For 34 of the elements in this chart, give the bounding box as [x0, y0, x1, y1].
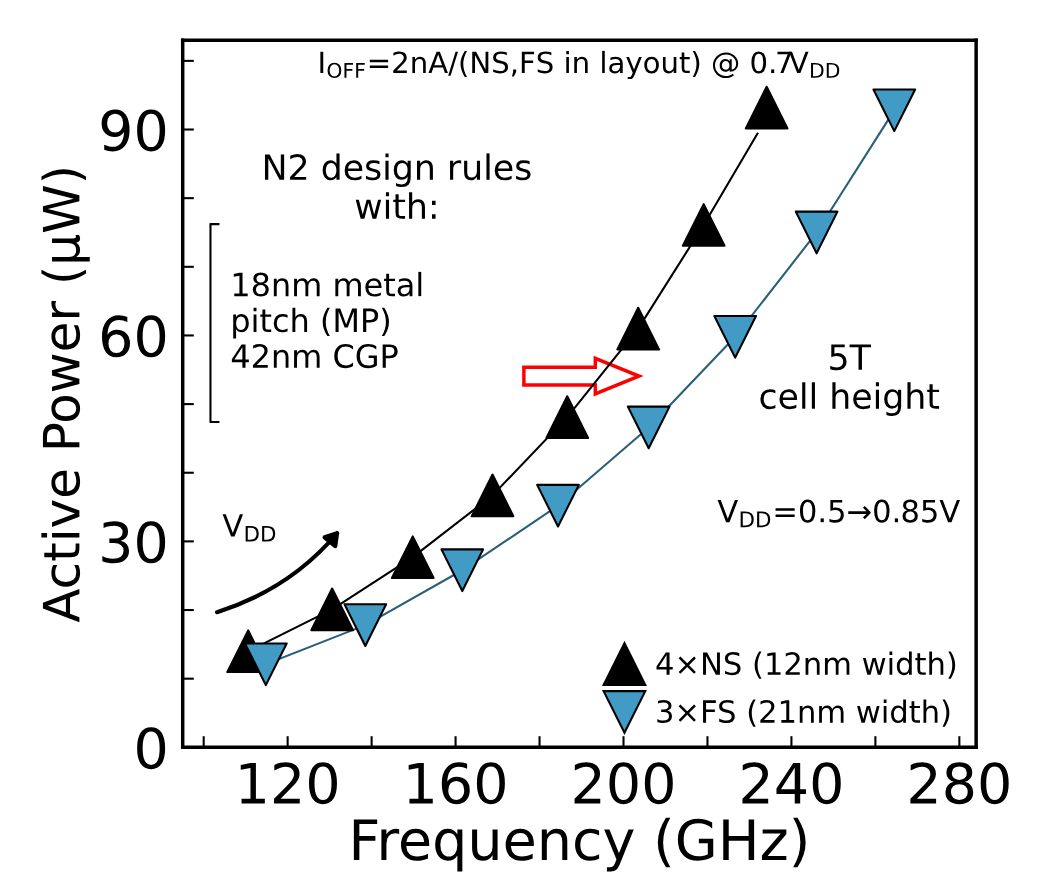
x-tick-label: 240 — [742, 762, 841, 805]
point — [390, 535, 435, 580]
x-tick-label: 120 — [240, 762, 337, 805]
legend-label: 3×FS (21nm width) — [657, 699, 950, 727]
point — [440, 548, 485, 593]
annotation: N2 design rules with: — [264, 153, 531, 219]
point — [310, 587, 355, 632]
annotation: V$_{DD}$=0.5→0.85V — [717, 499, 960, 528]
point — [616, 306, 661, 351]
x-tick-label: 160 — [408, 762, 505, 805]
point — [626, 405, 671, 450]
y-tick-label: 90 — [101, 109, 166, 152]
x-axis-title: Frequency (GHz) — [353, 817, 806, 872]
y-tick-label: 30 — [102, 521, 166, 564]
point — [872, 88, 917, 133]
point — [545, 395, 590, 440]
annotation: 5T cell height — [760, 344, 940, 416]
annotation: 18nm metal pitch (MP) 42nm CGP — [231, 271, 422, 369]
point — [243, 642, 288, 687]
point — [713, 314, 758, 359]
point — [744, 85, 789, 130]
point — [536, 483, 580, 528]
y-axis-title: Active Power (μW) — [41, 169, 90, 623]
x-tick-label: 200 — [574, 762, 673, 805]
legend-label: 4×NS (12nm width) — [656, 651, 956, 679]
annotation: I$_{OFF}$=2nA/(NS,FS in layout) @ 0.7V$_{DD}$ — [320, 50, 840, 80]
y-tick-label: 0 — [137, 727, 166, 770]
annotation: V$_{DD}$ — [222, 514, 276, 542]
point — [681, 203, 726, 247]
point — [343, 603, 388, 648]
x-tick-label: 280 — [910, 762, 1009, 805]
point — [470, 473, 515, 518]
point — [794, 210, 839, 255]
y-tick-label: 60 — [102, 315, 166, 358]
